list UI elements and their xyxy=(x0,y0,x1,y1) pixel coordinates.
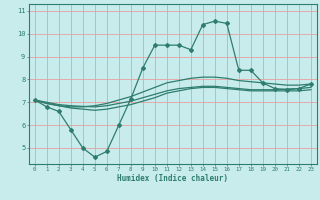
X-axis label: Humidex (Indice chaleur): Humidex (Indice chaleur) xyxy=(117,174,228,183)
